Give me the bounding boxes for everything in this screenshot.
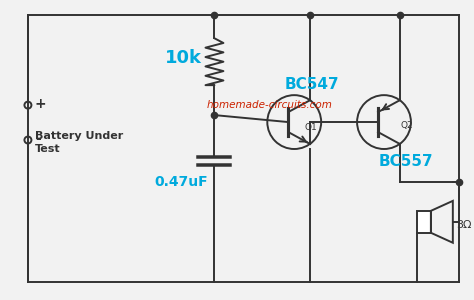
Bar: [417, 211, 431, 233]
Text: Q2: Q2: [401, 121, 414, 130]
Text: 10k: 10k: [164, 49, 201, 67]
Text: homemade-circuits.com: homemade-circuits.com: [206, 100, 332, 110]
Text: 0.47uF: 0.47uF: [155, 175, 208, 189]
Text: BC547: BC547: [284, 77, 339, 92]
Text: +: +: [35, 97, 46, 111]
Text: 3Ω: 3Ω: [456, 220, 471, 230]
Text: -: -: [35, 132, 41, 146]
Text: Q1: Q1: [304, 123, 317, 132]
Text: BC557: BC557: [379, 154, 434, 169]
Text: Battery Under
Test: Battery Under Test: [35, 131, 123, 154]
